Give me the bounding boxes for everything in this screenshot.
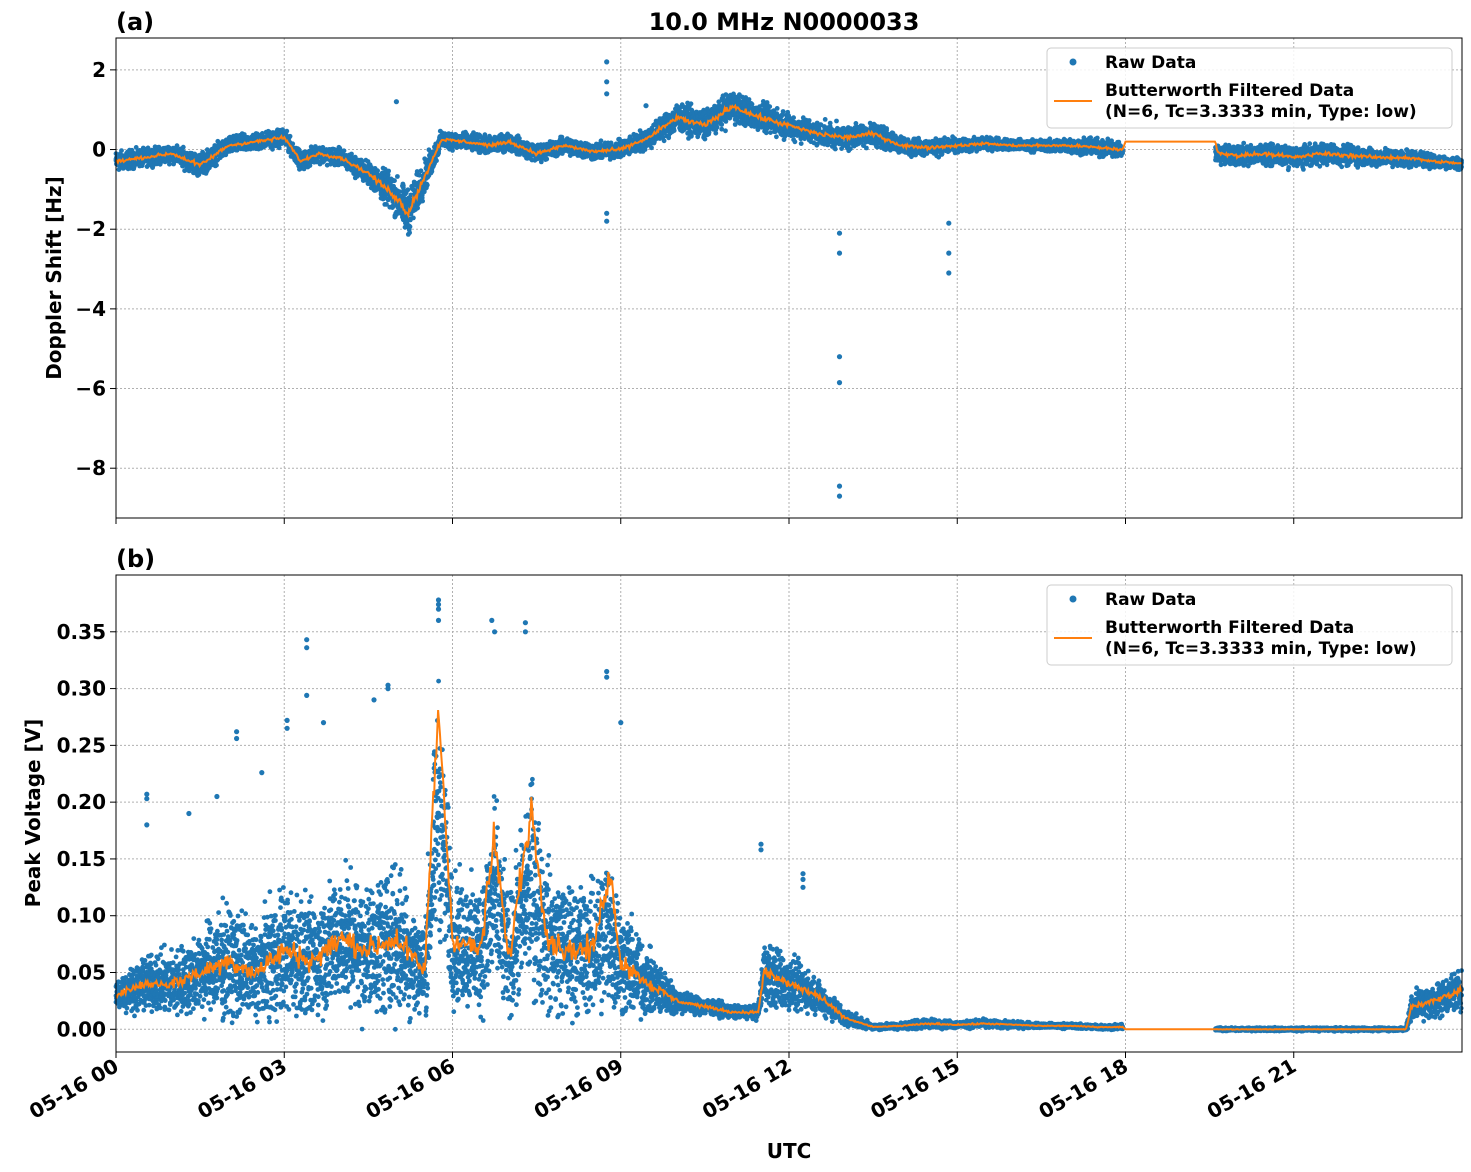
raw-data-point <box>405 187 411 193</box>
raw-data-point <box>806 118 812 123</box>
raw-data-point <box>420 198 425 204</box>
raw-data-point <box>407 230 412 236</box>
raw-data-point <box>407 224 413 230</box>
raw-data-point <box>375 168 380 174</box>
raw-data-point <box>791 115 796 121</box>
raw-data-point <box>180 144 186 150</box>
raw-data-point <box>774 106 780 111</box>
raw-data-point <box>723 128 728 134</box>
raw-data-point <box>395 174 400 179</box>
raw-data-point <box>719 122 725 127</box>
raw-data-point <box>780 109 786 114</box>
raw-data-point <box>284 128 290 134</box>
raw-data-point <box>214 162 219 168</box>
raw-data-point <box>792 139 798 145</box>
raw-data-point <box>434 158 439 164</box>
raw-data-point <box>689 133 694 139</box>
panel-doppler-shift: 20−2−4−6−8 (a) 10.0 MHz N0000033 Doppler… <box>42 8 1464 524</box>
raw-data-point <box>341 148 347 154</box>
raw-data-point <box>598 138 604 144</box>
raw-data-point <box>397 189 402 195</box>
raw-data-point <box>133 145 139 150</box>
raw-data-point <box>774 134 779 140</box>
raw-data-point <box>544 156 550 162</box>
raw-data-point <box>713 130 719 136</box>
raw-data-point <box>392 178 397 184</box>
raw-data-point <box>688 101 694 107</box>
raw-data-point <box>702 136 708 142</box>
raw-data-point <box>671 128 677 134</box>
raw-data-point <box>714 124 720 130</box>
raw-data-point <box>411 215 416 221</box>
raw-data-point <box>798 141 804 147</box>
raw-data-point <box>661 138 667 144</box>
raw-data-point <box>649 145 654 151</box>
raw-data-point <box>276 145 282 151</box>
raw-data-point <box>287 133 293 139</box>
raw-data-point <box>767 104 773 109</box>
raw-data-point <box>424 182 430 188</box>
raw-data-point <box>174 143 180 149</box>
raw-data-point <box>119 148 124 154</box>
raw-data-point <box>400 183 406 189</box>
raw-data-point <box>386 168 391 174</box>
